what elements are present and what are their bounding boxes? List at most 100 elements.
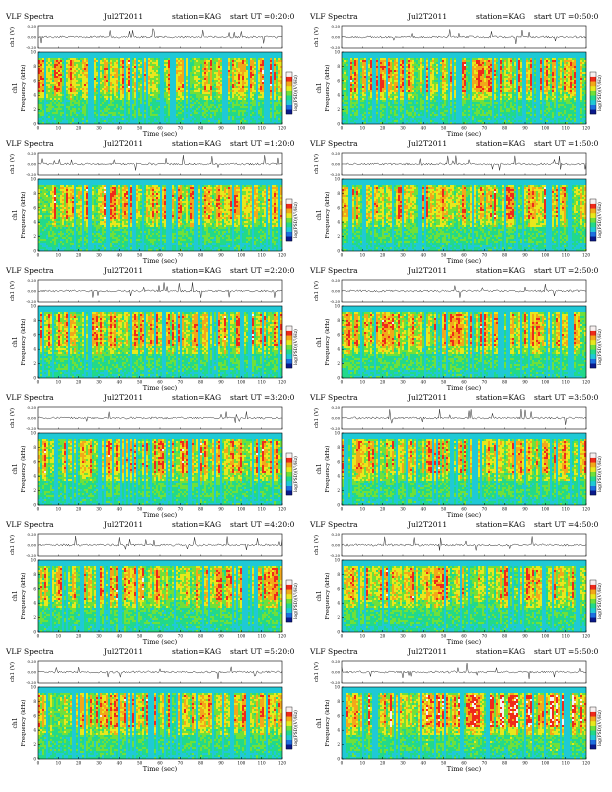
spectrogram-cell: [354, 60, 357, 63]
spectrogram-cell: [172, 84, 175, 87]
spectrogram-cell: [262, 72, 265, 75]
spectrogram-cell: [148, 112, 151, 115]
spectrogram-cell: [194, 56, 197, 59]
spectrogram-cell: [342, 98, 345, 101]
spectrogram-cell: [196, 98, 199, 101]
spectrogram-cell: [68, 118, 71, 121]
spectrogram-cell: [274, 118, 277, 121]
spectrogram-cell: [256, 70, 259, 73]
spectrogram-cell: [366, 112, 369, 115]
spectrogram-cell: [348, 96, 351, 99]
spectrogram-cell: [56, 58, 59, 61]
spectrogram-cell: [162, 68, 165, 71]
spectrogram-cell: [156, 92, 159, 95]
spectrogram-cell: [156, 106, 159, 109]
spectrogram-cell: [216, 52, 219, 55]
spectrogram-cell: [344, 82, 347, 85]
spectrogram-cell: [270, 76, 273, 79]
spectrogram-cell: [278, 120, 281, 123]
spectrogram-cell: [226, 84, 229, 87]
spectrogram-cell: [132, 110, 135, 113]
spectrogram-cell: [46, 102, 49, 105]
spectrogram-cell: [126, 62, 129, 65]
spectrogram-cell: [248, 72, 251, 75]
spectrogram-cell: [168, 114, 171, 117]
spectrogram-cell: [42, 54, 45, 57]
spectrogram-cell: [54, 60, 57, 63]
spectrogram-cell: [170, 114, 173, 117]
spectrogram-cell: [370, 62, 373, 65]
spectrogram-cell: [346, 110, 349, 113]
spectrogram-cell: [262, 70, 265, 73]
spectrogram-cell: [218, 92, 221, 95]
spectrogram-cell: [144, 98, 147, 101]
spectrogram-cell: [214, 120, 217, 123]
spectrogram-cell: [146, 78, 149, 81]
spectrogram-cell: [56, 60, 59, 63]
spectrogram-cell: [174, 82, 177, 85]
spectrogram-cell: [144, 96, 147, 99]
spectrogram-cell: [270, 84, 273, 87]
spectrogram-cell: [360, 86, 363, 89]
spectrogram-cell: [108, 54, 111, 57]
spectrogram-cell: [54, 96, 57, 99]
spectrogram-cell: [180, 110, 183, 113]
spectrogram-cell: [214, 86, 217, 89]
spectrogram-cell: [116, 108, 119, 111]
spectrogram-cell: [204, 58, 207, 61]
spectrogram-cell: [178, 80, 181, 83]
spectrogram-cell: [180, 118, 183, 121]
spectrogram-cell: [94, 96, 97, 99]
spectrogram-cell: [350, 68, 353, 71]
voltage-frame: [341, 25, 587, 49]
spectrogram-cell: [108, 120, 111, 123]
spectrogram-cell: [244, 114, 247, 117]
spectrogram-cell: [144, 60, 147, 63]
spectrogram-cell: [142, 66, 145, 69]
spectrogram-cell: [48, 68, 51, 71]
spectrogram-cell: [70, 110, 73, 113]
spectrogram-cell: [116, 52, 119, 55]
spectrogram-cell: [96, 68, 99, 71]
spectrogram-cell: [134, 98, 137, 101]
spectrogram-cell: [254, 58, 257, 61]
spectrogram-cell: [174, 98, 177, 101]
spectrogram-cell: [112, 58, 115, 61]
spectrogram-cell: [166, 100, 169, 103]
spectrogram-cell: [82, 116, 85, 119]
spectrogram-cell: [100, 64, 103, 67]
spectrogram-cell: [162, 98, 165, 101]
spectrogram-cell: [56, 56, 59, 59]
spectrogram-cell: [278, 90, 281, 93]
spectrogram-cell: [108, 96, 111, 99]
spectrogram-cell: [362, 64, 365, 67]
spectrogram-cell: [174, 56, 177, 59]
spectrogram-cell: [104, 96, 107, 99]
spectrogram-cell: [160, 94, 163, 97]
spectrogram-cell: [278, 68, 281, 71]
spectrogram-cell: [342, 62, 345, 65]
spectrogram-cell: [196, 56, 199, 59]
spectrogram-cell: [360, 56, 363, 59]
spectrogram-cell: [44, 56, 47, 59]
spectrogram-cell: [278, 88, 281, 91]
spectrogram-cell: [228, 98, 231, 101]
spectrogram-cell: [134, 118, 137, 121]
spectrogram-cell: [132, 52, 135, 55]
spectrogram-cell: [248, 96, 251, 99]
spectrogram-cell: [114, 112, 117, 115]
spectrogram-cell: [74, 112, 77, 115]
spectrogram-cell: [186, 76, 189, 79]
spectrogram-cell: [178, 86, 181, 89]
spectrogram-cell: [86, 116, 89, 119]
spectrogram-cell: [188, 86, 191, 89]
spectrogram-cell: [152, 112, 155, 115]
spectrogram-cell: [146, 60, 149, 63]
spectrogram-cell: [40, 106, 43, 109]
spectrogram-cell: [264, 84, 267, 87]
spectrogram-cell: [92, 58, 95, 61]
spectrogram-cell: [134, 62, 137, 65]
spectrogram-cell: [198, 120, 201, 123]
spectrogram-cell: [212, 102, 215, 105]
spectrogram-cell: [248, 98, 251, 101]
